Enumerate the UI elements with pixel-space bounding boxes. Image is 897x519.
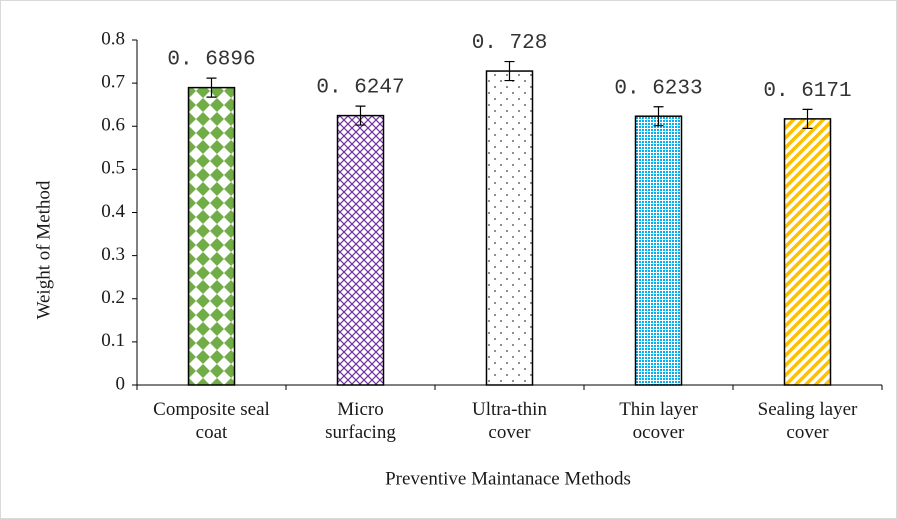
x-tick-label: Ultra-thin cover bbox=[472, 399, 547, 443]
error-bar bbox=[206, 77, 217, 98]
value-label: 0. 6233 bbox=[614, 77, 702, 100]
value-label: 0. 728 bbox=[472, 32, 548, 55]
bar bbox=[634, 115, 683, 386]
y-tick-label: 0.2 bbox=[101, 287, 125, 308]
y-tick-label: 0.6 bbox=[101, 115, 125, 136]
x-axis-title: Preventive Maintanace Methods bbox=[385, 468, 631, 489]
y-tick-label: 0 bbox=[116, 373, 126, 394]
y-tick-label: 0.5 bbox=[101, 158, 125, 179]
error-bar bbox=[802, 108, 813, 129]
x-tick-label: Sealing layer cover bbox=[757, 399, 858, 443]
y-tick-label: 0.3 bbox=[101, 244, 125, 265]
error-bar bbox=[355, 105, 366, 126]
value-label: 0. 6247 bbox=[316, 77, 404, 100]
bar bbox=[336, 114, 385, 386]
y-axis-title: Weight of Method bbox=[33, 180, 54, 319]
bar bbox=[783, 118, 832, 386]
y-tick-label: 0.7 bbox=[101, 71, 125, 92]
y-tick-label: 0.1 bbox=[101, 330, 125, 351]
x-tick-label: Composite seal coat bbox=[153, 399, 270, 443]
x-tick-label: Thin layer ocover bbox=[619, 399, 698, 443]
x-tick-label: Micro surfacing bbox=[325, 399, 396, 443]
bar bbox=[485, 70, 534, 386]
error-bar bbox=[504, 60, 515, 82]
y-tick-label: 0.8 bbox=[101, 28, 125, 49]
y-tick-label: 0.4 bbox=[101, 201, 125, 222]
error-bar bbox=[653, 106, 664, 127]
value-label: 0. 6896 bbox=[167, 49, 255, 72]
bar bbox=[187, 86, 236, 386]
value-label: 0. 6171 bbox=[763, 80, 851, 103]
